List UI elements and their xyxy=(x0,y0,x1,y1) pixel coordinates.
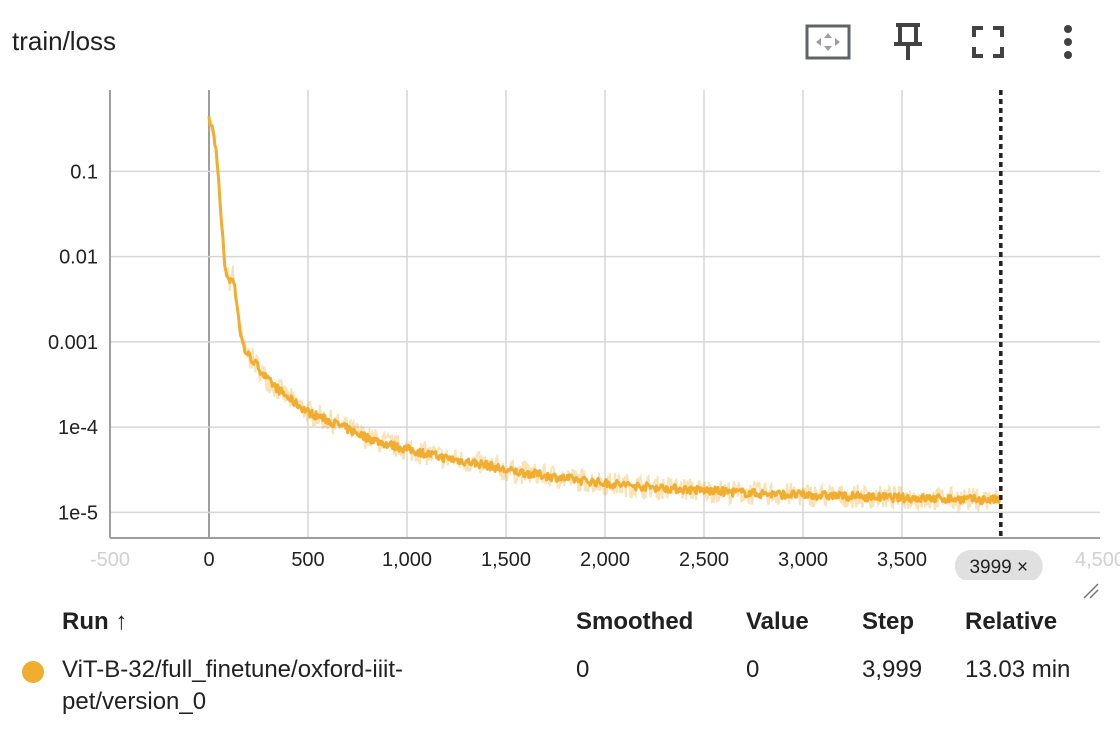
chart-labels: -500 0 500 1,000 1,500 2,000 2,500 3,000 3,500 4,… xyxy=(48,161,1120,571)
pin-button[interactable] xyxy=(884,18,932,66)
smoothed-value: 0 xyxy=(576,656,590,683)
fit-domain-icon xyxy=(805,24,851,60)
step-cursor: 3999 × xyxy=(954,90,1043,580)
x-tick-label: 4,500 xyxy=(1075,549,1120,571)
x-tick-label: 2,500 xyxy=(679,549,729,571)
x-tick-label: 2,000 xyxy=(580,549,630,571)
chart-title: train/loss xyxy=(12,26,117,56)
x-tick-label: 0 xyxy=(203,549,214,571)
loss-chart[interactable]: -500 0 500 1,000 1,500 2,000 2,500 3,000 3,500 4,… xyxy=(0,80,1120,580)
fullscreen-icon xyxy=(972,26,1004,58)
fullscreen-button[interactable] xyxy=(964,18,1012,66)
more-options-button[interactable] xyxy=(1044,18,1092,66)
chart-axes xyxy=(109,90,1100,539)
x-tick-label: 3,000 xyxy=(778,549,828,571)
chart-series xyxy=(207,116,1002,514)
x-tick-label: 1,000 xyxy=(382,549,432,571)
run-name: ViT-B-32/full_finetune/oxford-iiit- pet/… xyxy=(62,654,403,718)
chart-grid xyxy=(110,90,1100,538)
relative-time: 13.03 min xyxy=(965,656,1071,683)
fit-domain-button[interactable] xyxy=(804,18,852,66)
cursor-step-label: 3999 × xyxy=(969,557,1028,578)
run-name-line: pet/version_0 xyxy=(62,688,207,715)
resize-handle-icon[interactable] xyxy=(1080,580,1100,600)
x-tick-label: -500 xyxy=(90,549,130,571)
y-tick-label: 0.1 xyxy=(70,161,98,183)
relative-column-header[interactable]: Relative xyxy=(965,608,1058,635)
cursor-badge xyxy=(954,550,1043,580)
loss-smoothed-line xyxy=(207,116,1002,505)
y-tick-label: 0.01 xyxy=(59,247,98,269)
y-tick-label: 1e-5 xyxy=(58,502,98,524)
step-column-header[interactable]: Step xyxy=(862,608,915,635)
x-tick-label: 3,500 xyxy=(877,549,927,571)
more-vert-icon xyxy=(1064,25,1072,59)
y-tick-label: 0.001 xyxy=(48,332,98,354)
run-name-line: ViT-B-32/full_finetune/oxford-iiit- xyxy=(62,656,404,683)
run-color-swatch xyxy=(22,661,44,683)
pin-icon xyxy=(894,23,922,60)
raw-value: 0 xyxy=(746,656,760,683)
step-value: 3,999 xyxy=(862,656,923,683)
x-tick-label: 500 xyxy=(291,549,324,571)
y-tick-label: 1e-4 xyxy=(58,417,98,439)
value-column-header[interactable]: Value xyxy=(746,608,809,635)
smoothed-column-header[interactable]: Smoothed xyxy=(576,608,694,635)
run-column-header[interactable]: Run ↑ xyxy=(62,608,128,635)
x-tick-label: 1,500 xyxy=(481,549,531,571)
